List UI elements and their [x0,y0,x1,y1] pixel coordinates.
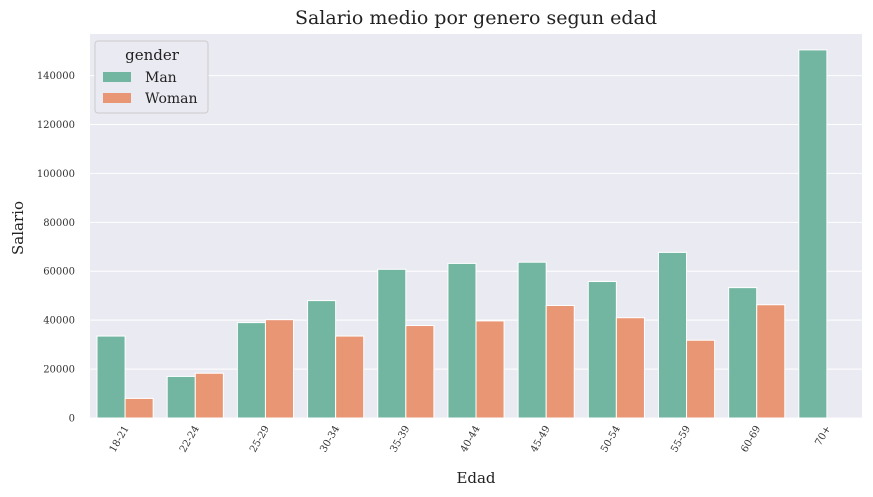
legend: gender Man Woman [94,40,209,114]
x-tick-label: 60-69 [739,424,763,454]
bar-man-55-59 [657,251,688,419]
bar-man-18-21 [96,335,126,419]
bar-woman-55-59 [686,339,716,419]
bar-man-22-24 [166,375,196,419]
x-tick-labels: 18-21 22-24 25-29 30-34 35-39 40-44 45-49 50-54… [108,424,834,454]
x-tick-label: 35-39 [388,424,412,454]
y-tick-labels: 0 20000 40000 60000 80000 100000 120000 140000 [37,71,75,424]
chart-title: Salario medio por genero segun edad [295,7,657,29]
bar-man-30-34 [307,300,337,419]
bar-woman-35-39 [405,325,435,419]
x-tick-label: 50-54 [599,424,623,454]
y-tick-label: 20000 [43,365,75,376]
y-tick-label: 100000 [37,169,75,180]
bar-man-60-69 [728,287,758,419]
x-tick-label: 70+ [813,424,833,448]
bar-man-40-44 [447,262,477,419]
legend-label-woman: Woman [145,91,198,107]
x-tick-label: 30-34 [318,424,342,454]
bar-man-70+ [798,49,828,419]
y-tick-label: 40000 [43,316,75,327]
x-tick-label: 40-44 [459,424,483,454]
bar-woman-60-69 [756,304,786,419]
legend-swatch-woman [103,93,131,103]
y-axis-label: Salario [9,201,27,255]
x-axis-label: Edad [456,469,495,487]
y-tick-label: 0 [69,414,75,425]
bar-woman-25-29 [264,319,295,419]
x-tick-label: 22-24 [178,424,202,454]
x-tick-label: 25-29 [248,424,272,454]
y-tick-label: 60000 [43,267,75,278]
legend-label-man: Man [145,70,177,86]
y-tick-label: 80000 [43,218,75,229]
x-tick-label: 45-49 [529,424,553,454]
bar-woman-30-34 [335,335,365,419]
bar-woman-50-54 [615,317,645,419]
y-tick-label: 140000 [37,71,75,82]
bar-man-45-49 [517,261,547,419]
legend-swatch-man [103,72,131,82]
bar-man-35-39 [377,268,407,419]
x-tick-label: 55-59 [669,424,693,454]
bar-woman-18-21 [124,397,154,419]
legend-title: gender [125,46,180,64]
y-tick-label: 120000 [37,120,75,131]
bar-woman-45-49 [545,304,575,419]
bar-woman-40-44 [475,320,505,419]
bar-man-25-29 [236,322,266,419]
bar-man-50-54 [587,281,617,419]
x-tick-label: 18-21 [108,424,132,454]
bar-woman-22-24 [194,372,224,419]
bars [96,49,828,419]
